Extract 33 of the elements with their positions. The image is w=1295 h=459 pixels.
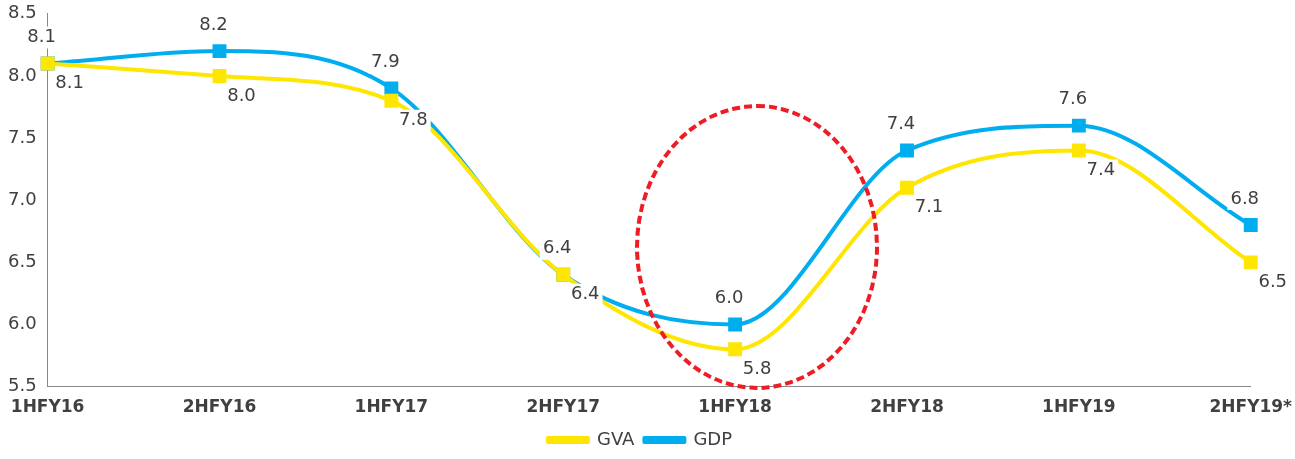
x-tick-label: 2HFY17 [526, 396, 601, 417]
data-label: 6.0 [714, 286, 744, 308]
data-label: 8.1 [27, 25, 56, 47]
y-tick-label: 8.5 [7, 1, 37, 23]
x-tick-label: 1HFY18 [698, 396, 772, 417]
data-label: 7.4 [886, 112, 916, 134]
x-tick-label: 1HFY17 [354, 396, 429, 417]
y-tick-label: 6.0 [7, 312, 37, 334]
x-tick-label: 1HFY16 [10, 396, 85, 417]
y-tick-label: 7.5 [7, 125, 37, 147]
data-label: 6.5 [1258, 270, 1288, 292]
data-label: 7.6 [1058, 87, 1088, 109]
data-label: 8.1 [55, 71, 84, 93]
data-label: 7.9 [371, 50, 400, 72]
y-tick-label: 6.5 [7, 250, 37, 272]
x-tick-label: 1HFY19 [1042, 396, 1116, 417]
legend-label: GVA [596, 427, 636, 449]
x-tick-label: 2HFY16 [182, 396, 257, 417]
data-label: 6.4 [570, 282, 600, 304]
y-tick-label: 7.0 [7, 187, 37, 209]
data-label: 8.2 [199, 12, 228, 34]
data-label: 7.4 [1086, 158, 1116, 180]
data-label: 6.8 [1230, 186, 1260, 208]
data-label: 5.8 [742, 356, 772, 378]
legend-label: GDP [693, 427, 733, 449]
y-tick-label: 5.5 [7, 374, 37, 396]
data-label: 7.8 [399, 108, 428, 130]
y-tick-label: 8.0 [7, 63, 37, 85]
x-tick-label: 2HFY19* [1209, 396, 1293, 417]
data-label: 8.0 [227, 83, 256, 105]
x-tick-label: 2HFY18 [870, 396, 944, 417]
data-label: 6.4 [542, 236, 572, 258]
data-label: 7.1 [914, 195, 944, 217]
